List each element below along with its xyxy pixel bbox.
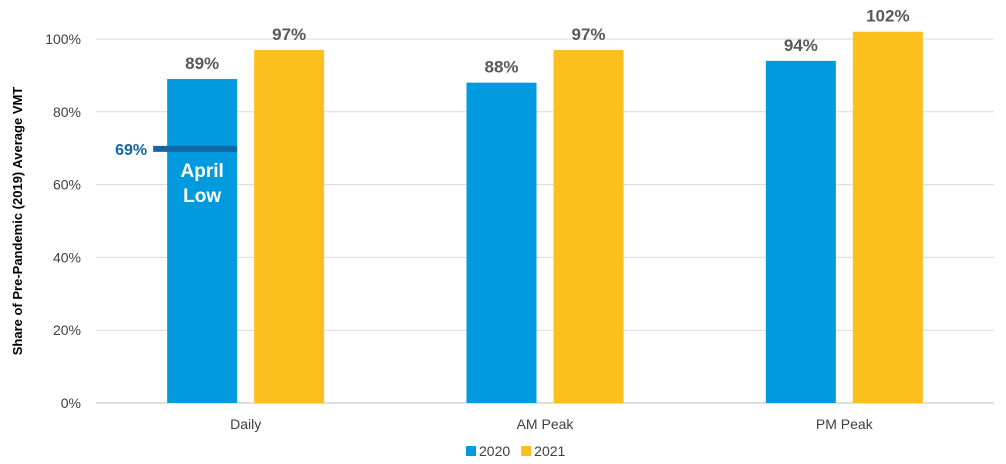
legend-label: 2020 [479,443,510,459]
april-low-value: 69% [115,142,147,159]
x-tick-label: PM Peak [816,416,874,432]
data-label: 89% [185,54,219,73]
legend-swatch [466,446,476,456]
april-low-annotation: 69% April Low [115,142,238,207]
april-low-text: April [181,161,224,182]
y-axis-ticks: 0% 20% 40% 60% 80% 100% [45,31,81,411]
y-tick-label: 40% [53,249,81,265]
bar-2020-pm-peak [765,60,836,404]
y-axis-title: Share of Pre-Pandemic (2019) Average VMT [10,87,25,356]
gridlines [96,38,994,404]
data-label: 88% [484,58,518,77]
x-tick-label: AM Peak [517,416,575,432]
data-labels: 89% 97% 88% 97% 94% 102% [185,7,909,77]
legend-swatch [521,446,532,456]
legend: 2020 2021 [466,443,566,459]
bar-2021-am-peak [553,49,624,404]
data-label: 97% [272,25,306,44]
y-tick-label: 100% [45,31,81,47]
y-tick-label: 60% [53,177,81,193]
data-label: 102% [866,7,909,26]
x-axis-labels: Daily AM Peak PM Peak [230,416,874,432]
data-label: 94% [784,36,818,55]
y-tick-label: 0% [61,395,81,411]
bar-2020-daily [167,79,238,403]
data-label: 97% [571,25,605,44]
bar-2021-daily [254,49,325,404]
x-tick-label: Daily [230,416,261,432]
bar-2021-pm-peak [852,31,923,403]
bars [167,31,923,404]
bar-2020-am-peak [466,82,537,404]
legend-label: 2021 [534,443,565,459]
y-tick-label: 80% [53,104,81,120]
april-low-text: Low [183,186,221,207]
y-tick-label: 20% [53,322,81,338]
